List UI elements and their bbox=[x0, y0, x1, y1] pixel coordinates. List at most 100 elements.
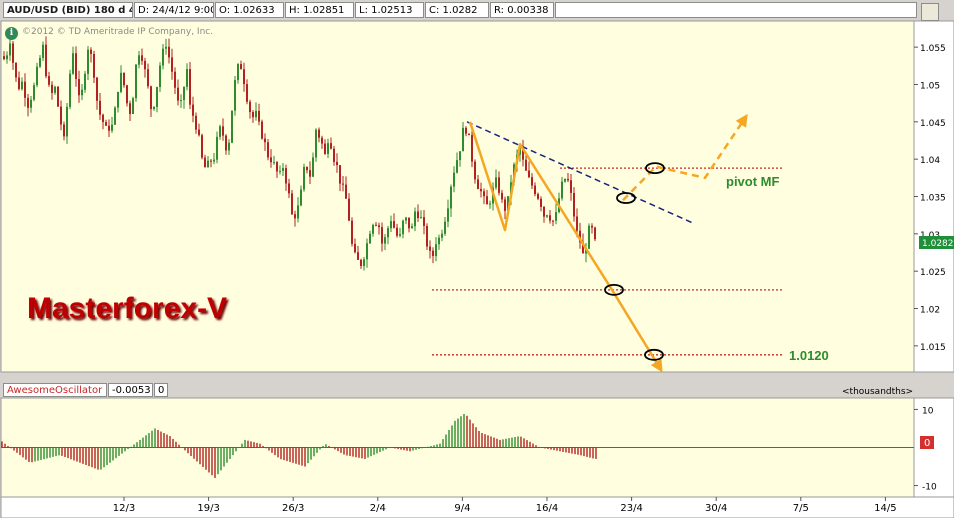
candle-up bbox=[564, 178, 566, 182]
info-icon[interactable]: i bbox=[5, 27, 18, 40]
date-tick-label: 19/3 bbox=[197, 503, 219, 514]
candle-up bbox=[366, 243, 368, 260]
candle-down bbox=[267, 142, 269, 158]
candle-up bbox=[216, 136, 218, 160]
candle-down bbox=[522, 147, 524, 160]
oscillator-axis-ticks: 10 -10 bbox=[914, 406, 937, 493]
candle-down bbox=[417, 211, 419, 219]
candle-down bbox=[189, 69, 191, 105]
date-axis-ticks: 12/3 19/3 26/3 2/4 9/4 16/4 23/4 30/4 7/5 14/5 bbox=[113, 497, 897, 514]
candle-down bbox=[264, 138, 266, 143]
candle-down bbox=[246, 84, 248, 102]
candle-up bbox=[33, 85, 35, 100]
candle-up bbox=[561, 181, 563, 199]
candle-down bbox=[339, 165, 341, 184]
candle-up bbox=[237, 64, 239, 81]
candle-down bbox=[201, 135, 203, 158]
candle-down bbox=[258, 110, 260, 122]
candle-down bbox=[330, 143, 332, 149]
candle-up bbox=[459, 151, 461, 161]
candle-down bbox=[324, 143, 326, 154]
candle-up bbox=[42, 44, 44, 58]
candle-up bbox=[555, 212, 557, 221]
indicator-name[interactable]: AwesomeOscillator bbox=[3, 383, 107, 397]
candle-down bbox=[336, 161, 338, 166]
candle-down bbox=[393, 221, 395, 228]
candle-down bbox=[480, 188, 482, 192]
brand-watermark: Masterforex-V bbox=[27, 292, 228, 325]
candle-down bbox=[270, 157, 272, 163]
candle-down bbox=[102, 114, 104, 123]
candle-down bbox=[594, 227, 596, 240]
candle-down bbox=[477, 179, 479, 189]
candle-down bbox=[552, 220, 554, 222]
panel-scroll-button[interactable] bbox=[921, 3, 939, 21]
indicator-units: <thousandths> bbox=[842, 387, 913, 397]
candle-down bbox=[168, 46, 170, 58]
candle-down bbox=[525, 159, 527, 171]
candle-down bbox=[177, 87, 179, 101]
candle-up bbox=[441, 233, 443, 238]
pivot-label: pivot MF bbox=[726, 174, 779, 189]
candle-up bbox=[279, 170, 281, 172]
candle-down bbox=[579, 230, 581, 243]
indicator-param: 0 bbox=[154, 383, 168, 397]
candle-down bbox=[504, 199, 506, 211]
bearish-projection bbox=[468, 121, 663, 373]
candle-up bbox=[183, 86, 185, 101]
candle-down bbox=[591, 225, 593, 228]
candle-up bbox=[228, 142, 230, 151]
candle-up bbox=[30, 99, 32, 108]
marker-group bbox=[604, 162, 665, 361]
candle-up bbox=[162, 48, 164, 66]
candle-down bbox=[60, 106, 62, 125]
header-spacer bbox=[555, 2, 917, 18]
date-axis-background bbox=[0, 496, 954, 518]
candle-up bbox=[456, 160, 458, 173]
candle-down bbox=[45, 44, 47, 77]
zero-badge-bg bbox=[920, 436, 934, 449]
open-readout: O: 1.02633 bbox=[215, 2, 284, 18]
candle-down bbox=[309, 170, 311, 177]
candle-up bbox=[69, 73, 71, 107]
candle-down bbox=[3, 56, 5, 60]
candle-down bbox=[288, 183, 290, 194]
candle-up bbox=[165, 46, 167, 49]
candle-up bbox=[159, 65, 161, 87]
candle-down bbox=[465, 127, 467, 134]
close-readout: C: 1.0282 bbox=[425, 2, 489, 18]
price-tick-label: 1.015 bbox=[920, 343, 946, 353]
candle-up bbox=[186, 69, 188, 87]
candle-down bbox=[549, 215, 551, 221]
candle-down bbox=[150, 86, 152, 110]
date-tick-label: 7/5 bbox=[793, 503, 809, 514]
candle-down bbox=[429, 246, 431, 251]
candle-up bbox=[255, 110, 257, 118]
candle-down bbox=[144, 60, 146, 70]
candle-up bbox=[444, 221, 446, 234]
candle-up bbox=[21, 81, 23, 90]
price-tick-label: 1.045 bbox=[920, 119, 946, 129]
candle-up bbox=[213, 159, 215, 162]
candle-up bbox=[435, 244, 437, 257]
date-tick-label: 23/4 bbox=[620, 503, 642, 514]
candle-down bbox=[348, 198, 350, 221]
candle-up bbox=[588, 225, 590, 249]
candle-down bbox=[210, 160, 212, 162]
last-price-badge-bg bbox=[919, 236, 954, 249]
candle-down bbox=[51, 84, 53, 93]
level-marker-ellipse bbox=[616, 192, 636, 204]
high-readout: H: 1.02851 bbox=[285, 2, 354, 18]
candle-up bbox=[462, 127, 464, 152]
candle-down bbox=[321, 137, 323, 144]
level-marker-ellipse bbox=[604, 283, 624, 296]
candle-down bbox=[195, 115, 197, 130]
candle-up bbox=[117, 91, 119, 108]
candle-down bbox=[582, 242, 584, 254]
date-tick-label: 26/3 bbox=[282, 503, 304, 514]
target-label: 1.0120 bbox=[789, 348, 829, 363]
candle-down bbox=[468, 133, 470, 136]
date-tick-label: 14/5 bbox=[874, 503, 896, 514]
candle-down bbox=[285, 168, 287, 184]
candle-up bbox=[66, 106, 68, 137]
